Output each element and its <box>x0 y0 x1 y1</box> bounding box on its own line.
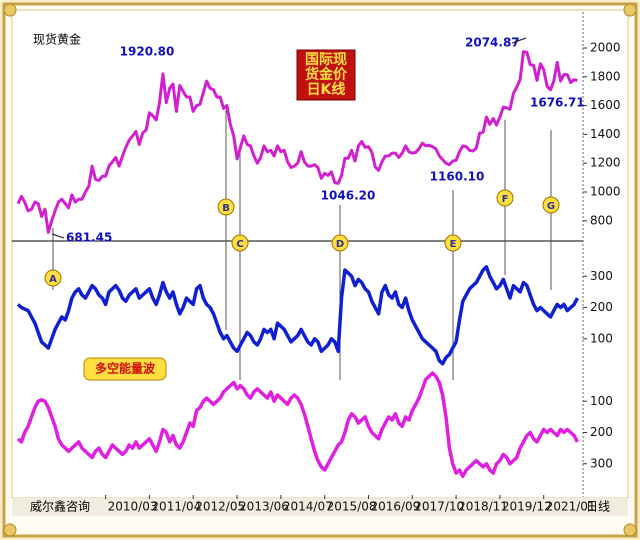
marker-circle <box>44 269 62 287</box>
y-tick-label: 200 <box>590 300 613 314</box>
badge-line: 货金价 <box>304 66 348 83</box>
marker-circle <box>331 234 349 252</box>
y-tick-label: 800 <box>590 213 613 227</box>
x-tick-label: 2011/04 <box>151 500 201 514</box>
y2-tick-label: 300 <box>590 456 613 470</box>
indicator-title: 多空能量波 <box>95 361 156 376</box>
x-tick-label: 2010/03 <box>108 500 158 514</box>
badge-line: 日K线 <box>307 81 346 98</box>
annotation-leader <box>51 233 65 239</box>
marker-label: B <box>222 203 230 214</box>
y-tick-label: 100 <box>590 331 613 345</box>
annotation: 1920.80 <box>120 45 175 59</box>
marker-label: E <box>450 239 457 250</box>
corner-ornament <box>623 3 637 17</box>
badge <box>296 49 356 101</box>
marker-label: A <box>49 274 57 285</box>
x-tick-label: 2015/08 <box>327 500 377 514</box>
badge-line: 国际现 <box>305 52 347 68</box>
marker-label: D <box>336 239 344 250</box>
series-line <box>16 265 579 366</box>
x-tick-label: 2021/01 <box>546 500 596 514</box>
marker-label: G <box>547 201 555 212</box>
period: 日线 <box>586 500 610 514</box>
y-tick-label: 1800 <box>590 69 621 83</box>
y2-tick-label: 200 <box>590 425 613 439</box>
y-tick-label: 1200 <box>590 156 621 170</box>
y-tick-label: 1400 <box>590 127 621 141</box>
marker-circle <box>231 234 249 252</box>
x-tick-label: 2016/09 <box>370 500 420 514</box>
x-tick-label: 2017/10 <box>414 500 464 514</box>
x-tick-label: 2013/06 <box>239 500 289 514</box>
corner-ornament <box>3 523 17 537</box>
y-tick-label: 300 <box>590 269 613 283</box>
y-tick-label: 1600 <box>590 98 621 112</box>
indicator-badge <box>83 357 167 381</box>
y2-tick-label: 100 <box>590 394 613 408</box>
annotation: 1676.71 <box>530 96 585 110</box>
marker-circle <box>217 198 235 216</box>
marker-label: F <box>502 194 509 205</box>
marker-label: C <box>236 239 243 250</box>
x-tick-label: 2018/11 <box>458 500 508 514</box>
annotation: 1160.10 <box>430 170 485 184</box>
annotation-leader <box>511 37 527 44</box>
x-tick-label: 2012/05 <box>195 500 245 514</box>
annotation: 2074.87 <box>465 36 520 50</box>
series-line <box>16 371 579 479</box>
x-tick-label: 2014/07 <box>283 500 333 514</box>
x-axis-band <box>12 498 628 516</box>
marker-circle <box>444 234 462 252</box>
marker-circle <box>542 196 560 214</box>
series-line <box>16 50 578 234</box>
chart-title: 现货黄金 <box>33 32 81 47</box>
y-tick-label: 1000 <box>590 185 621 199</box>
corner-ornament <box>3 3 17 17</box>
y-tick-label: 2000 <box>590 41 621 55</box>
marker-circle <box>496 189 514 207</box>
annotation: 1046.20 <box>321 189 376 203</box>
corner-ornament <box>623 523 637 537</box>
annotation: 681.45 <box>66 231 112 245</box>
source: 威尔鑫咨询 <box>30 499 90 514</box>
x-tick-label: 2019/12 <box>502 500 552 514</box>
